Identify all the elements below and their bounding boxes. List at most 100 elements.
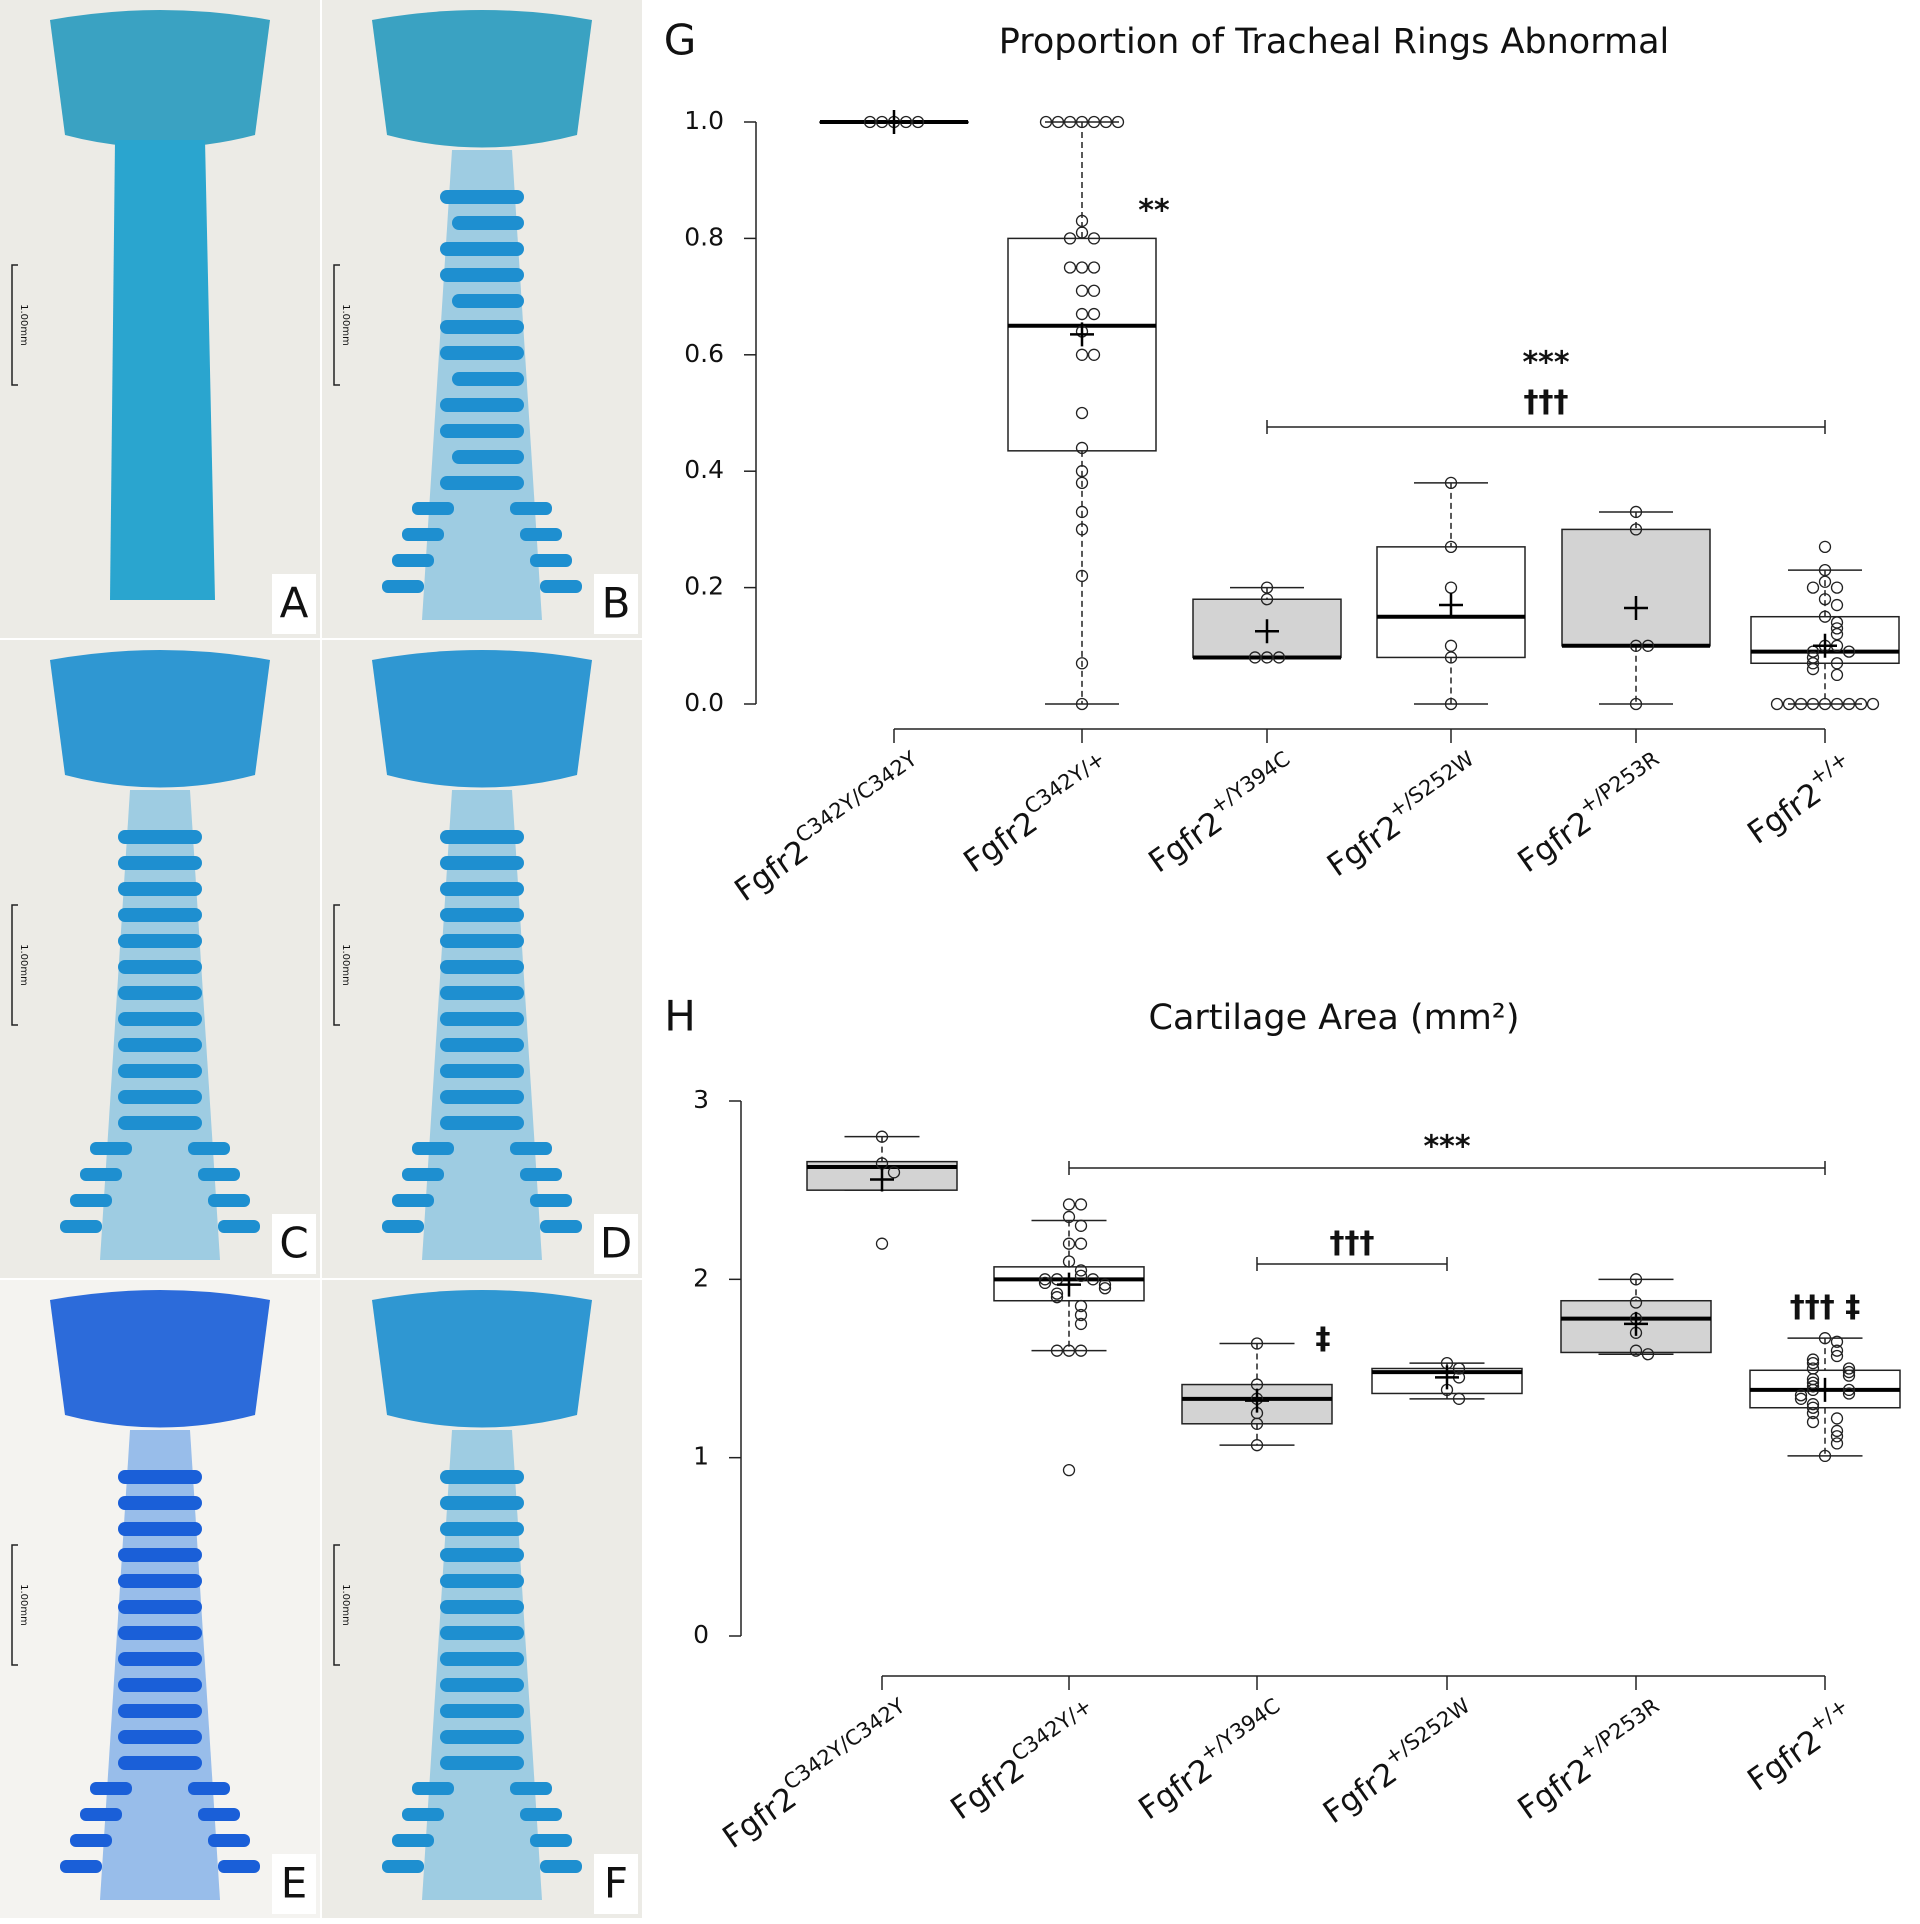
data-point (1050, 1287, 1064, 1300)
data-point (1039, 115, 1053, 129)
scale-bar-label: 1.00mm (18, 304, 29, 346)
tracheal-ring (402, 1808, 444, 1821)
tracheal-ring (510, 502, 552, 515)
tracheal-ring (412, 1782, 454, 1795)
data-point (1074, 1264, 1088, 1277)
trachea (110, 140, 215, 600)
panel-letter: G (664, 16, 697, 65)
data-point (1075, 569, 1089, 583)
photo-panel: B 1.00mm (322, 0, 642, 638)
tracheal-ring (510, 1142, 552, 1155)
data-point (1629, 1273, 1643, 1286)
data-point (1074, 1308, 1088, 1322)
data-point (1641, 1348, 1655, 1361)
photo-panel: C 1.00mm (0, 640, 320, 1278)
data-point (1818, 610, 1832, 623)
y-tick-label: 1 (693, 1442, 709, 1471)
tracheal-ring (440, 1548, 524, 1562)
scale-bar (11, 1544, 18, 1666)
panel-letter: B (602, 579, 631, 628)
tracheal-ring (118, 1574, 202, 1588)
tracheal-ring (452, 294, 524, 308)
tracheal-ring (530, 1194, 572, 1207)
tracheal-ring (440, 1116, 524, 1130)
data-point (1782, 697, 1796, 711)
significance-bracket (1266, 420, 1826, 434)
data-point (1260, 651, 1274, 664)
larynx (50, 650, 270, 788)
tracheal-ring (118, 1548, 202, 1562)
tracheal-ring (118, 986, 202, 1000)
data-point (1806, 1376, 1820, 1389)
tracheal-ring (520, 1168, 562, 1181)
data-point (1074, 1344, 1088, 1357)
tracheal-ring (118, 1064, 202, 1078)
panel-letter: A (280, 579, 309, 628)
x-tick-label: Fgfr2+/P253R (1508, 1694, 1673, 1827)
larynx (50, 10, 270, 148)
tracheal-ring (118, 1116, 202, 1130)
tracheal-ring (440, 476, 524, 490)
tracheal-ring (118, 1652, 202, 1666)
data-point (1866, 697, 1880, 711)
tracheal-ring (80, 1808, 122, 1821)
data-point (1806, 1380, 1820, 1393)
tracheal-ring (440, 1652, 524, 1666)
tracheal-ring (452, 372, 524, 386)
data-point (1087, 232, 1101, 245)
scale-bar (333, 264, 340, 386)
data-point (1087, 307, 1101, 321)
tracheal-ring (80, 1168, 122, 1181)
scale-bar-label: 1.00mm (340, 304, 351, 346)
data-point (1806, 657, 1820, 670)
significance-label: ** (1138, 194, 1170, 229)
tracheal-ring (118, 1012, 202, 1026)
x-tick-label: Fgfr2+/S252W (1317, 746, 1488, 883)
data-point (1806, 1415, 1820, 1429)
tracheal-ring (188, 1782, 230, 1795)
mean-marker (1813, 1377, 1837, 1402)
genotype: +/S252W (1380, 1693, 1475, 1769)
data-point (1806, 1406, 1820, 1420)
data-point (1444, 697, 1458, 711)
tracheal-ring (540, 1860, 582, 1873)
data-point (1842, 1369, 1856, 1382)
data-point (1830, 1424, 1844, 1438)
data-point (1629, 505, 1643, 519)
tracheal-ring (118, 1522, 202, 1536)
x-tick-label: Fgfr2+/+ (1738, 1694, 1863, 1799)
tracheal-ring (60, 1860, 102, 1873)
tracheal-ring (402, 1168, 444, 1181)
larynx (372, 1290, 592, 1428)
data-point (1099, 115, 1113, 129)
tracheal-ring (440, 1496, 524, 1510)
data-point (1062, 1210, 1076, 1224)
mean-marker (1255, 619, 1279, 644)
box (1561, 528, 1711, 647)
chart-title: Cartilage Area (mm²) (1149, 998, 1520, 1038)
mean-marker (1070, 322, 1094, 347)
tracheal-ring (530, 554, 572, 567)
data-point (1248, 651, 1262, 664)
tracheal-ring (382, 1860, 424, 1873)
data-point (1806, 581, 1820, 594)
y-tick-label: 0 (693, 1620, 709, 1649)
tracheal-ring (540, 1220, 582, 1233)
tracheal-ring (70, 1834, 112, 1847)
data-point (1062, 1237, 1076, 1250)
data-point (1641, 639, 1655, 652)
data-point (1830, 1349, 1844, 1363)
data-point (1075, 406, 1089, 420)
larynx (372, 10, 592, 148)
data-point (1250, 1439, 1264, 1452)
x-tick-label: Fgfr2+/Y394C (1139, 747, 1305, 880)
data-point (1062, 1464, 1076, 1477)
photo-panel: D 1.00mm (322, 640, 642, 1278)
tracheal-ring (188, 1142, 230, 1155)
tracheal-ring (218, 1860, 260, 1873)
data-point (1806, 662, 1820, 676)
data-point (1818, 540, 1832, 554)
tracheal-ring (440, 398, 524, 412)
data-point (1818, 1332, 1832, 1345)
